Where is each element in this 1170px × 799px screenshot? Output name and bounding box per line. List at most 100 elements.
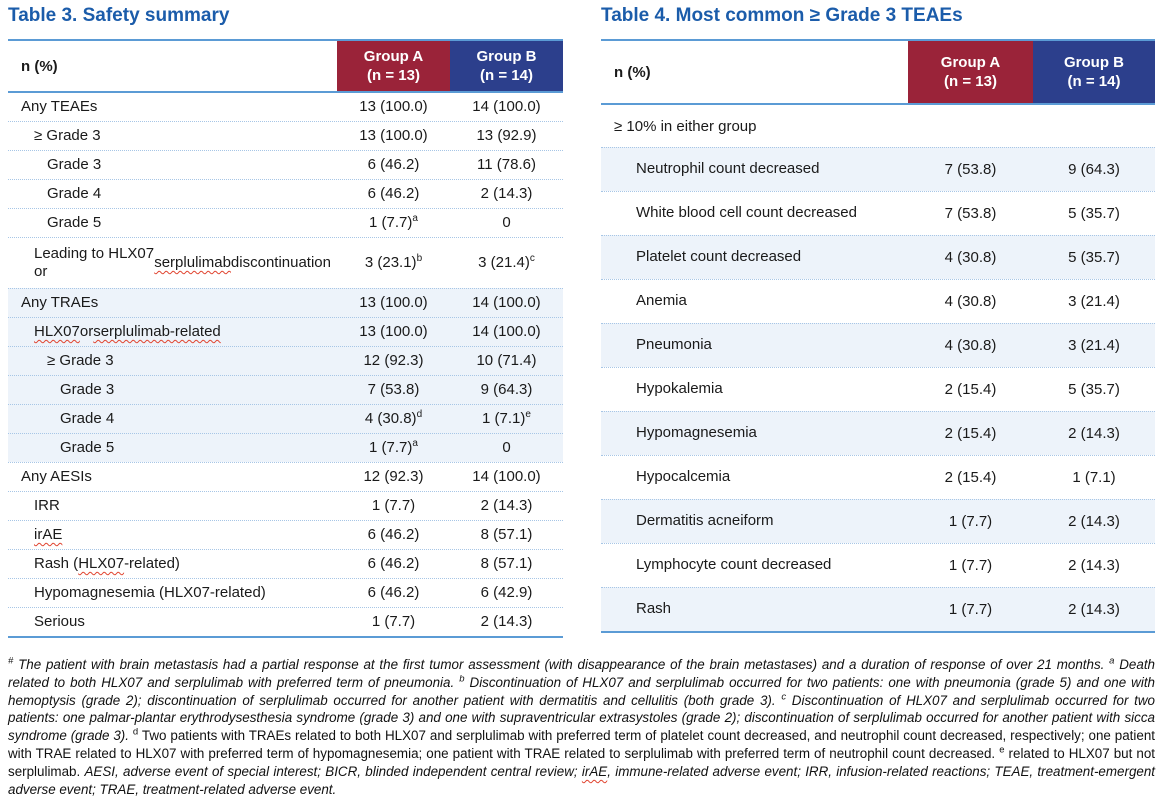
footnote-marker: a bbox=[412, 438, 418, 449]
value-group-b: 9 (64.3) bbox=[1068, 160, 1120, 178]
value-group-a: 6 (46.2) bbox=[367, 156, 420, 173]
row-label: Grade 3 bbox=[47, 155, 102, 173]
value-group-b: 2 (14.3) bbox=[1068, 600, 1120, 618]
table3-row: Grade 5 1 (7.7)a 0 bbox=[8, 208, 563, 237]
footnote-marker: d bbox=[416, 409, 423, 420]
table3-row: Hypomagnesemia (HLX07-related) 6 (46.2) 6 … bbox=[8, 578, 563, 607]
value-group-b: 6 (42.9) bbox=[480, 584, 533, 601]
footnote-superscript: e bbox=[999, 744, 1005, 756]
value-group-b: 2 (14.3) bbox=[480, 613, 533, 630]
table4-row: Dermatitis acneiform 1 (7.7) 2 (14.3) bbox=[601, 499, 1155, 543]
table3-row: Any TRAEs 13 (100.0) 14 (100.0) bbox=[8, 288, 563, 317]
footnote-text: irAE bbox=[581, 763, 608, 779]
table4-row: Rash 1 (7.7) 2 (14.3) bbox=[601, 587, 1155, 631]
table3-row: Leading to HLX07 or serplulimab disconti… bbox=[8, 237, 563, 288]
row-label: Hypokalemia bbox=[636, 380, 723, 398]
value-group-a: 1 (7.7) bbox=[948, 600, 993, 618]
row-label: Rash bbox=[636, 600, 672, 618]
table4-row: White blood cell count decreased 7 (53.8)… bbox=[601, 191, 1155, 235]
value-group-a: 1 (7.7) bbox=[371, 613, 416, 630]
value-group-a: 6 (46.2) bbox=[367, 584, 420, 601]
row-label: Hypocalcemia bbox=[636, 468, 731, 486]
value-group-a: 1 (7.7) bbox=[948, 556, 993, 574]
table3-row: IRR 1 (7.7) 2 (14.3) bbox=[8, 491, 563, 520]
table3-row: Grade 4 6 (46.2) 2 (14.3) bbox=[8, 179, 563, 208]
value-group-a: 4 (30.8)d bbox=[364, 409, 423, 428]
table3-row: HLX07 or serplulimab-related 13 (100.0) 14… bbox=[8, 317, 563, 346]
value-group-b: 8 (57.1) bbox=[480, 526, 533, 543]
row-label: Neutrophil count decreased bbox=[636, 160, 820, 178]
value-group-a: 1 (7.7)a bbox=[369, 438, 418, 457]
tables-row: Table 3. Safety summary n (%) Group A (n… bbox=[8, 5, 1155, 638]
table4-row: Hypocalcemia 2 (15.4) 1 (7.1) bbox=[601, 455, 1155, 499]
table4-row: Neutrophil count decreased 7 (53.8) 9 (64.… bbox=[601, 147, 1155, 191]
row-label: IRR bbox=[34, 496, 60, 514]
row-label: Grade 5 bbox=[60, 438, 115, 456]
row-label: Lymphocyte count decreased bbox=[636, 556, 832, 574]
footnote-text: Death related to both HLX07 and serpluli… bbox=[8, 657, 1155, 690]
table4-title: Table 4. Most common ≥ Grade 3 TEAEs bbox=[601, 5, 963, 26]
row-label: Hypomagnesemia bbox=[636, 424, 757, 442]
value-group-a: 13 (100.0) bbox=[359, 127, 428, 144]
value-group-b: 10 (71.4) bbox=[476, 352, 537, 369]
value-group-b: 5 (35.7) bbox=[1068, 248, 1120, 266]
row-label: Grade 4 bbox=[60, 409, 115, 427]
footnote-text: Discontinuation of HLX07 and serplulimab… bbox=[8, 692, 1155, 744]
value-group-b: 14 (100.0) bbox=[472, 468, 541, 485]
table3-row: ≥ Grade 3 13 (100.0) 13 (92.9) bbox=[8, 121, 563, 150]
row-label: ≥ Grade 3 bbox=[34, 126, 101, 144]
value-group-b: 1 (7.1)e bbox=[482, 409, 531, 428]
row-label: Rash (HLX07 -related) bbox=[34, 554, 180, 572]
value-group-a: 2 (15.4) bbox=[944, 424, 997, 442]
row-label: Platelet count decreased bbox=[636, 248, 802, 266]
row-label: Any TEAEs bbox=[21, 97, 98, 115]
table3-row: irAE 6 (46.2) 8 (57.1) bbox=[8, 520, 563, 549]
table3-title: Table 3. Safety summary bbox=[8, 5, 230, 26]
table3-row: Any TEAEs 13 (100.0) 14 (100.0) bbox=[8, 93, 563, 121]
value-group-a: 3 (23.1)b bbox=[364, 253, 423, 272]
table4: Table 4. Most common ≥ Grade 3 TEAEs n (… bbox=[601, 5, 1155, 633]
row-label: HLX07 or serplulimab-related bbox=[34, 322, 221, 340]
row-label: irAE bbox=[8, 526, 337, 544]
value-group-b: 9 (64.3) bbox=[480, 381, 533, 398]
value-group-a: 7 (53.8) bbox=[944, 204, 997, 222]
table3-row: Serious 1 (7.7) 2 (14.3) bbox=[8, 607, 563, 636]
table3: Table 3. Safety summary n (%) Group A (n… bbox=[8, 5, 563, 638]
footnote-text: AESI, adverse event of special interest;… bbox=[84, 763, 582, 779]
row-label: White blood cell count decreased bbox=[636, 204, 857, 222]
row-label: Serious bbox=[34, 612, 85, 630]
value-group-b: 14 (100.0) bbox=[472, 294, 541, 311]
footnote-text: Two patients with TRAEs related to both … bbox=[8, 728, 1155, 762]
value-group-a: 1 (7.7) bbox=[371, 497, 416, 514]
row-label: Any TRAEs bbox=[21, 293, 99, 311]
misspelled-word: serplulimab-related bbox=[93, 322, 221, 340]
footnote-superscript: a bbox=[1109, 655, 1115, 667]
value-group-a: 1 (7.7) bbox=[948, 512, 993, 530]
row-label: Pneumonia bbox=[636, 336, 712, 354]
table3-header-group-a: Group A (n = 13) bbox=[337, 41, 450, 91]
table3-row: Rash (HLX07 -related) 6 (46.2) 8 (57.1) bbox=[8, 549, 563, 578]
value-group-b: 5 (35.7) bbox=[1068, 204, 1120, 222]
value-group-b: 2 (14.3) bbox=[480, 497, 533, 514]
table3-row: Grade 4 4 (30.8)d 1 (7.1)e bbox=[8, 404, 563, 433]
misspelled-word: HLX07 bbox=[34, 322, 80, 340]
footnote-text: related to HLX07 but not serplulimab. bbox=[8, 746, 1155, 779]
table4-grid: n (%) Group A (n = 13) Group B (n = 14) … bbox=[601, 39, 1155, 633]
table3-row: Grade 5 1 (7.7)a 0 bbox=[8, 433, 563, 462]
footnote-text: Discontinuation of HLX07 and serplulimab… bbox=[8, 674, 1155, 708]
row-label: Anemia bbox=[636, 292, 687, 310]
table4-body: Neutrophil count decreased 7 (53.8) 9 (64.… bbox=[601, 147, 1155, 631]
table4-header-label: n (%) bbox=[601, 41, 908, 103]
value-group-b: 0 bbox=[502, 214, 511, 231]
value-group-a: 6 (46.2) bbox=[367, 185, 420, 202]
value-group-b: 2 (14.3) bbox=[1068, 424, 1120, 442]
table4-header-row: n (%) Group A (n = 13) Group B (n = 14) bbox=[601, 39, 1155, 105]
value-group-a: 2 (15.4) bbox=[944, 380, 997, 398]
value-group-a: 1 (7.7)a bbox=[369, 213, 418, 232]
value-group-b: 14 (100.0) bbox=[472, 98, 541, 115]
misspelled-word: serplulimab bbox=[154, 253, 231, 271]
table4-row: Lymphocyte count decreased 1 (7.7) 2 (14.3… bbox=[601, 543, 1155, 587]
row-label: Leading to HLX07 or serplulimab disconti… bbox=[34, 244, 331, 280]
table4-subheader: ≥ 10% in either group bbox=[601, 105, 1155, 147]
